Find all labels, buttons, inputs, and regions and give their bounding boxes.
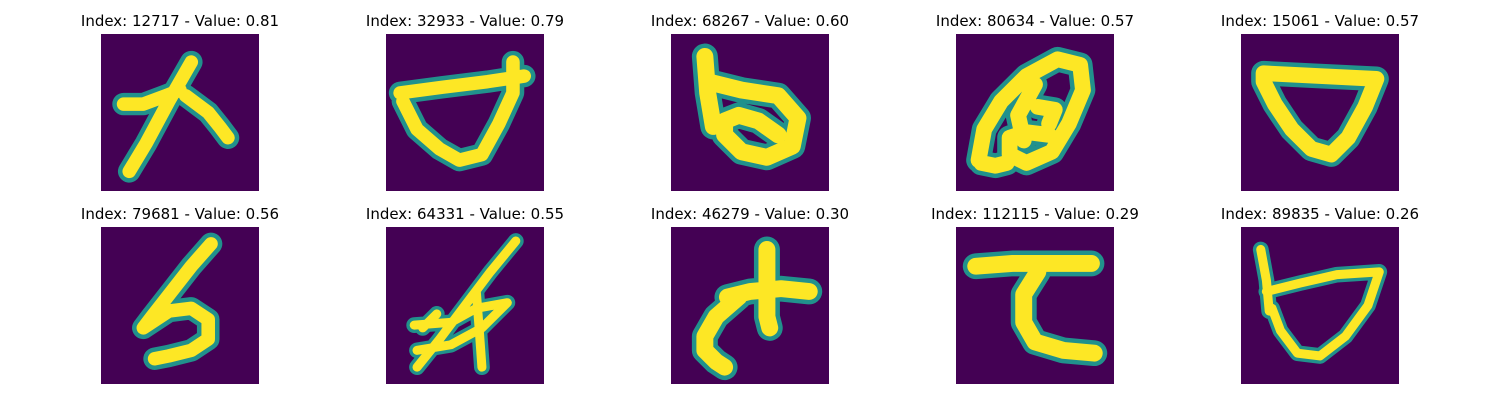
panel-title: Index: 32933 - Value: 0.79: [365, 12, 565, 30]
panel-title: Index: 68267 - Value: 0.60: [650, 12, 850, 30]
panel-title: Index: 46279 - Value: 0.30: [650, 205, 850, 223]
glyph-image: [101, 34, 259, 191]
glyph-image: [956, 227, 1114, 384]
panel-title: Index: 79681 - Value: 0.56: [80, 205, 280, 223]
glyph-image: [101, 227, 259, 384]
panel-6: Index: 79681 - Value: 0.56: [60, 203, 300, 393]
panel-1: Index: 12717 - Value: 0.81: [60, 10, 300, 200]
panel-10: Index: 89835 - Value: 0.26: [1200, 203, 1440, 393]
panel-title: Index: 112115 - Value: 0.29: [931, 205, 1139, 223]
panel-title: Index: 80634 - Value: 0.57: [935, 12, 1135, 30]
panel-3: Index: 68267 - Value: 0.60: [630, 10, 870, 200]
glyph-image: [1241, 227, 1399, 384]
panel-7: Index: 64331 - Value: 0.55: [345, 203, 585, 393]
panel-8: Index: 46279 - Value: 0.30: [630, 203, 870, 393]
glyph-image: [671, 34, 829, 191]
panel-title: Index: 64331 - Value: 0.55: [365, 205, 565, 223]
glyph-image: [386, 34, 544, 191]
panel-5: Index: 15061 - Value: 0.57: [1200, 10, 1440, 200]
panel-4: Index: 80634 - Value: 0.57: [915, 10, 1155, 200]
glyph-image: [1241, 34, 1399, 191]
glyph-image: [956, 34, 1114, 191]
panel-title: Index: 15061 - Value: 0.57: [1220, 12, 1420, 30]
panel-9: Index: 112115 - Value: 0.29: [915, 203, 1155, 393]
panel-2: Index: 32933 - Value: 0.79: [345, 10, 585, 200]
glyph-image: [386, 227, 544, 384]
glyph-image: [671, 227, 829, 384]
panel-title: Index: 89835 - Value: 0.26: [1220, 205, 1420, 223]
panel-title: Index: 12717 - Value: 0.81: [80, 12, 280, 30]
